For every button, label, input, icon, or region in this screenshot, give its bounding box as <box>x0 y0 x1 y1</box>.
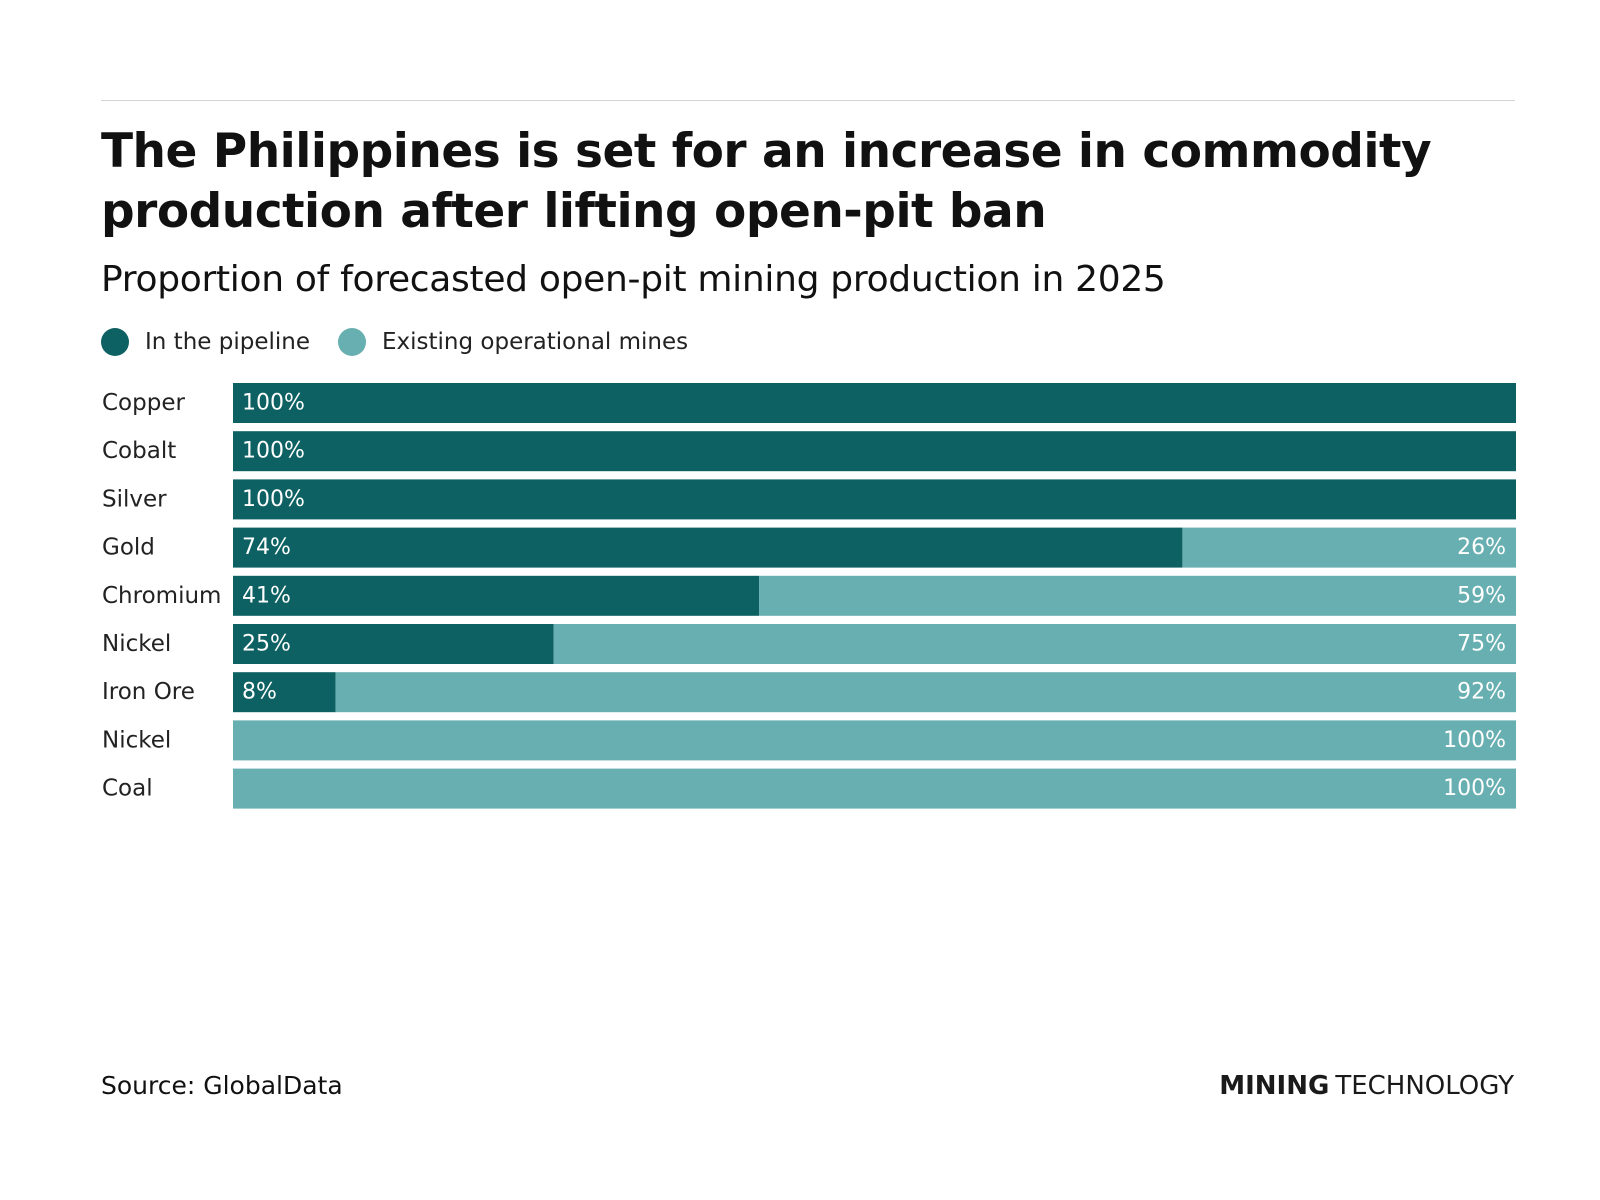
bar-row: Iron Ore 8% 92% <box>102 672 1516 713</box>
bar-row: Chromium 41% 59% <box>102 575 1516 616</box>
chart-title: The Philippines is set for an increase i… <box>101 124 1432 239</box>
chart-subtitle: Proportion of forecasted open-pit mining… <box>101 259 1166 300</box>
data-label-existing: 75% <box>1457 632 1506 657</box>
bar-row: Copper 100% <box>102 383 1516 423</box>
bar-segment-pipeline <box>233 479 1516 520</box>
bar-segment-existing <box>335 672 1516 713</box>
bar-segment-existing <box>759 575 1516 616</box>
category-label: Chromium <box>102 583 221 609</box>
data-label-pipeline: 100% <box>242 439 305 464</box>
category-label: Cobalt <box>102 438 176 464</box>
category-label: Copper <box>102 390 185 416</box>
legend-swatch-pipeline <box>101 328 129 356</box>
category-label: Nickel <box>102 631 171 657</box>
legend-item-existing: Existing operational mines <box>337 328 689 356</box>
bar-row: Cobalt 100% <box>102 431 1516 472</box>
bar-segment-pipeline <box>233 431 1516 472</box>
source-note: Source: GlobalData <box>101 1071 343 1100</box>
data-label-existing: 26% <box>1457 535 1506 560</box>
data-label-pipeline: 41% <box>242 583 291 608</box>
data-label-pipeline: 25% <box>242 632 291 657</box>
data-label-existing: 100% <box>1443 728 1506 753</box>
bar-row: Coal 100% <box>102 768 1516 809</box>
bar-segment-pipeline <box>233 383 1516 423</box>
bar-segment-existing <box>1182 527 1516 568</box>
bar-segment-pipeline <box>233 624 554 664</box>
top-divider <box>101 100 1515 101</box>
data-label-pipeline: 100% <box>242 391 305 416</box>
logo-word-mining: MINING <box>1219 1071 1330 1101</box>
legend-label-pipeline: In the pipeline <box>145 329 310 355</box>
bar-row: Nickel 100% <box>102 720 1516 761</box>
category-label: Nickel <box>102 727 171 753</box>
data-label-existing: 92% <box>1457 680 1506 705</box>
legend: In the pipeline Existing operational min… <box>101 328 716 356</box>
data-label-existing: 100% <box>1443 776 1506 801</box>
category-label: Coal <box>102 776 153 802</box>
legend-item-pipeline: In the pipeline <box>101 328 310 356</box>
data-label-pipeline: 8% <box>242 680 277 705</box>
category-label: Gold <box>102 535 155 561</box>
bar-segment-existing <box>233 720 1516 761</box>
bar-segment-existing <box>233 768 1516 809</box>
bar-row: Gold 74% 26% <box>102 527 1516 568</box>
bar-segment-existing <box>553 624 1516 664</box>
mining-technology-logo: MINING TECHNOLOGY <box>1219 1071 1514 1101</box>
category-label: Silver <box>102 486 167 512</box>
bar-segment-pipeline <box>233 575 760 616</box>
logo-word-technology: TECHNOLOGY <box>1335 1071 1514 1101</box>
data-label-existing: 59% <box>1457 583 1506 608</box>
data-label-pipeline: 100% <box>242 487 305 512</box>
bar-segment-pipeline <box>233 527 1183 568</box>
category-label: Iron Ore <box>102 679 195 705</box>
bar-segment-pipeline <box>233 672 336 713</box>
legend-swatch-existing <box>337 328 366 356</box>
bar-row: Silver 100% <box>102 479 1516 520</box>
data-label-pipeline: 74% <box>242 535 291 560</box>
bar-row: Nickel 25% 75% <box>102 624 1516 664</box>
legend-label-existing: Existing operational mines <box>381 329 689 355</box>
